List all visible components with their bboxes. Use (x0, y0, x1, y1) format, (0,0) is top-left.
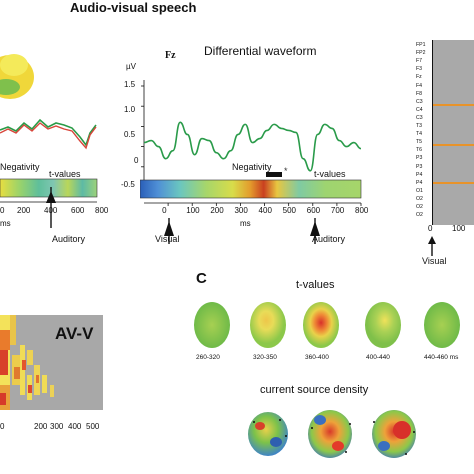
electrode-label-12: T5 (416, 139, 423, 146)
topomap-2 (250, 302, 286, 348)
mid-plot (141, 80, 362, 189)
electrode-label-18: O1 (416, 187, 423, 194)
mid-heading: Differential waveform (204, 44, 317, 58)
electrode-label-7: C3 (416, 98, 423, 105)
topomap-4 (365, 302, 401, 348)
left-auditory-label: Auditory (52, 234, 86, 244)
left-wave-green (0, 118, 97, 147)
bl-xtick-1: 200 (34, 422, 48, 431)
electrode-label-10: T3 (416, 123, 423, 129)
mid-auditory-label: Auditory (312, 234, 346, 244)
left-xunit: ms (0, 219, 11, 228)
mid-chart (140, 80, 362, 244)
left-wave-red (0, 122, 97, 150)
electrode-label-5: F4 (416, 82, 423, 89)
left-tvalue-strip (0, 179, 97, 197)
mid-ytick-4: -0.5 (121, 180, 135, 189)
electrode-label-14: P3 (416, 155, 423, 162)
topomap-3 (303, 302, 339, 348)
mid-yunit: µV (126, 62, 136, 71)
window-label-1: 260-320 (196, 354, 220, 361)
mid-tvalues-label: t-values (314, 169, 346, 179)
avv-heatmap: AV-V (0, 315, 103, 410)
left-negativity-label: Negativity (0, 162, 40, 172)
right-xtick-1: 100 (452, 224, 466, 233)
electrode-label-6: F8 (416, 90, 423, 97)
electrode-label-4: Fz (416, 74, 422, 81)
window-label-2: 320-350 (253, 354, 277, 361)
left-xtick-1: 200 (17, 206, 31, 215)
left-xtick-4: 800 (95, 206, 109, 215)
tvalues-heading: t-values (296, 279, 335, 291)
topomap-row (194, 302, 460, 348)
mid-ytick-3: 0 (134, 156, 139, 165)
left-xtick-2: 400 (44, 206, 58, 215)
avv-label: AV-V (55, 324, 94, 343)
bl-xtick-2: 300 (50, 422, 64, 431)
visual-label: Visual (155, 234, 180, 244)
csd-head-2 (308, 410, 352, 458)
mid-xtick-4: 400 (258, 206, 272, 215)
right-xtick-0: 0 (428, 224, 433, 233)
mid-star: * (284, 166, 288, 176)
electrode-label-9: C3 (416, 114, 423, 121)
negativity-bar (266, 172, 282, 177)
electrode-label-8: C4 (416, 106, 423, 113)
window-label-3: 360-400 (305, 354, 329, 361)
mid-ytick-2: 0.5 (124, 130, 136, 139)
csd-heading: current source density (260, 384, 369, 396)
mid-xtick-0: 0 (162, 206, 167, 215)
left-xtick-0: 0 (0, 206, 5, 215)
electrode-label-2: F7 (416, 58, 423, 65)
window-label-5: 440-460 ms (424, 354, 459, 361)
right-visual-label: Visual (422, 256, 447, 266)
mid-xtick-5: 500 (282, 206, 297, 215)
left-head-map (0, 54, 34, 99)
topomap-1 (194, 302, 230, 348)
left-xtick-3: 600 (71, 206, 85, 215)
mid-xtick-1: 100 (186, 206, 200, 215)
left-panel (0, 54, 98, 228)
mid-xtick-2: 200 (210, 206, 224, 215)
left-tvalues-label: t-values (49, 169, 81, 179)
mid-xtick-7: 700 (330, 206, 345, 215)
electrode-label-3: F3 (416, 66, 423, 73)
csd-heads (248, 410, 416, 458)
electrode-label-0: FP1 (416, 42, 426, 48)
mid-negativity-label: Negativity (232, 162, 272, 172)
bl-xtick-3: 400 (68, 422, 82, 431)
electrode-label-15: P3 (416, 163, 423, 170)
mid-tvalue-strip (140, 180, 361, 198)
electrode-label-11: T4 (416, 131, 423, 138)
right-electrode-list: FP1 FP2 F7 F3 Fz F4 F8 C3 C4 C3 T3 T4 T5 T6 P3 P3 P4 P4 O1… (415, 40, 433, 225)
mid-xunit: ms (240, 219, 251, 228)
electrode-label-21: O2 (416, 212, 423, 219)
mid-xtick-8: 800 (355, 206, 369, 215)
mid-xtick-3: 300 (234, 206, 248, 215)
window-label-4: 400-440 (366, 354, 390, 361)
mid-ytick-1: 1.0 (124, 105, 136, 114)
electrode-label-16: P4 (416, 171, 423, 178)
bl-xtick-4: 500 (86, 422, 100, 431)
right-electrode-map (432, 40, 474, 225)
figure-title: Audio-visual speech (70, 0, 197, 15)
series-line-differential (143, 121, 362, 172)
electrode-label: Fz (165, 50, 176, 61)
csd-head-1 (248, 412, 288, 456)
avv-blobs (0, 315, 54, 410)
bl-xtick-0: 0 (0, 422, 5, 431)
mid-ytick-0: 1.5 (124, 80, 136, 89)
electrode-label-19: O2 (416, 195, 423, 202)
electrode-label-17: P4 (416, 179, 423, 186)
electrode-label-13: T6 (416, 147, 423, 154)
panel-c-letter: C (196, 270, 207, 287)
mid-xtick-6: 600 (306, 206, 321, 215)
topomap-5 (424, 302, 460, 348)
electrode-label-20: O2 (416, 204, 423, 210)
electrode-label-1: FP2 (416, 50, 426, 57)
